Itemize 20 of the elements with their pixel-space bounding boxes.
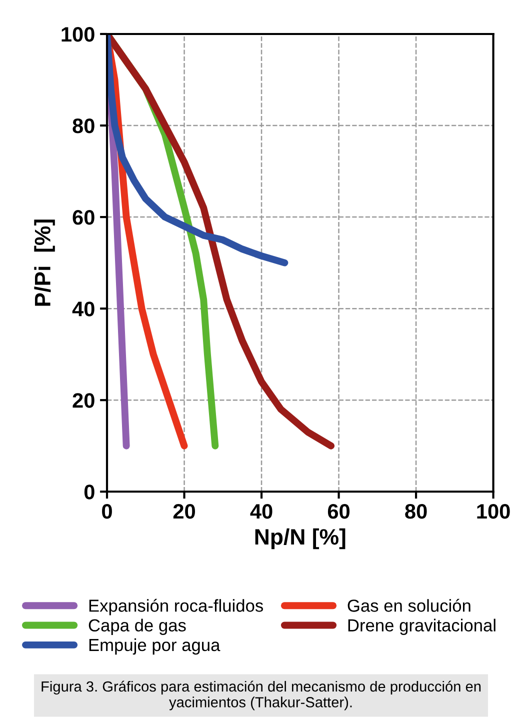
text: Figura 3. Gráficos para estimación del mecanismo de producción en yacimientos (Thakur-Satter). [42, 680, 481, 710]
legend-label: Drene gravitacional [348, 618, 496, 635]
x-tick-label: 100 [477, 504, 510, 519]
legend-label: Capa de gas [88, 618, 186, 635]
y-tick-label: 100 [62, 26, 94, 42]
y-tick-label: 80 [72, 118, 94, 134]
y-tick-label: 60 [72, 210, 94, 225]
y-axis-title: P/Pi [%] [34, 220, 55, 306]
x-tick-label: 40 [250, 504, 272, 519]
x-axis-title: Np/N [%] [255, 528, 346, 550]
x-tick-label: 0 [102, 504, 112, 519]
y-tick-label: 40 [72, 302, 94, 316]
y-tick-label: 20 [72, 393, 94, 408]
x-tick-label: 80 [405, 504, 427, 519]
legend-label: Gas en solución [348, 598, 470, 612]
x-tick-label: 20 [173, 504, 195, 519]
legend-label: Empuje por agua [89, 638, 220, 655]
y-tick-label: 0 [84, 484, 94, 500]
legend-label: Expansión roca-fluidos [89, 598, 263, 616]
x-tick-label: 60 [328, 504, 350, 519]
